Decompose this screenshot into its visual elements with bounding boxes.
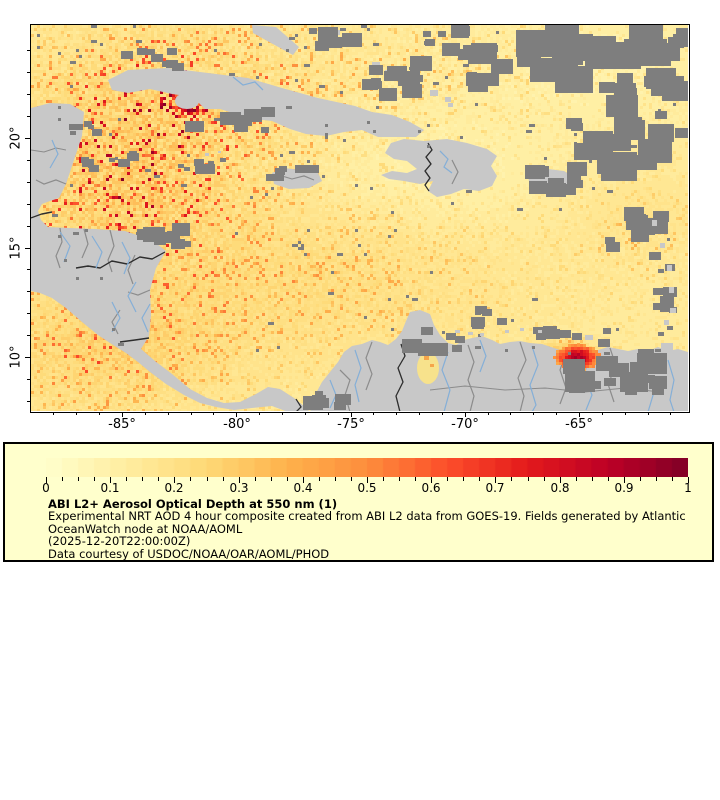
colorbar-label-07: 0.7 [485, 481, 505, 495]
colorbar-label-03: 0.3 [229, 481, 249, 495]
legend-title: ABI L2+ Aerosol Optical Depth at 550 nm … [48, 497, 338, 511]
legend-description-line1: Experimental NRT AOD 4 hour composite cr… [48, 509, 686, 524]
map-frame [30, 24, 690, 413]
x-tick-label-m85: -85° [108, 417, 136, 432]
colorbar-label-06: 0.6 [421, 481, 441, 495]
colorbar-label-04: 0.4 [293, 481, 313, 495]
legend-courtesy: Data courtesy of USDOC/NOAA/OAR/AOML/PHO… [48, 546, 330, 561]
y-tick-label-20: 20° [8, 126, 24, 150]
legend-text-block: ABI L2+ Aerosol Optical Depth at 550 nm … [48, 498, 686, 560]
colorbar-label-0: 0 [42, 481, 50, 495]
legend-description-line2: OceanWatch node at NOAA/AOML [48, 521, 243, 536]
y-tick-label-10: 10° [8, 345, 24, 369]
colorbar-label-08: 0.8 [550, 481, 570, 495]
colorbar-label-09: 0.9 [614, 481, 634, 495]
y-tick-label-15: 15° [8, 236, 24, 260]
colorbar-label-01: 0.1 [100, 481, 120, 495]
colorbar-label-1: 1 [684, 481, 692, 495]
x-tick-label-m65: -65° [565, 417, 593, 432]
x-tick-label-m80: -80° [223, 417, 251, 432]
colorbar-label-05: 0.5 [357, 481, 377, 495]
aod-map [31, 25, 688, 411]
legend-timestamp: (2025-12-20T22:00:00Z) [48, 534, 191, 549]
colorbar [46, 458, 688, 477]
colorbar-label-02: 0.2 [164, 481, 184, 495]
x-tick-label-m70: -70° [451, 417, 479, 432]
x-tick-label-m75: -75° [337, 417, 365, 432]
